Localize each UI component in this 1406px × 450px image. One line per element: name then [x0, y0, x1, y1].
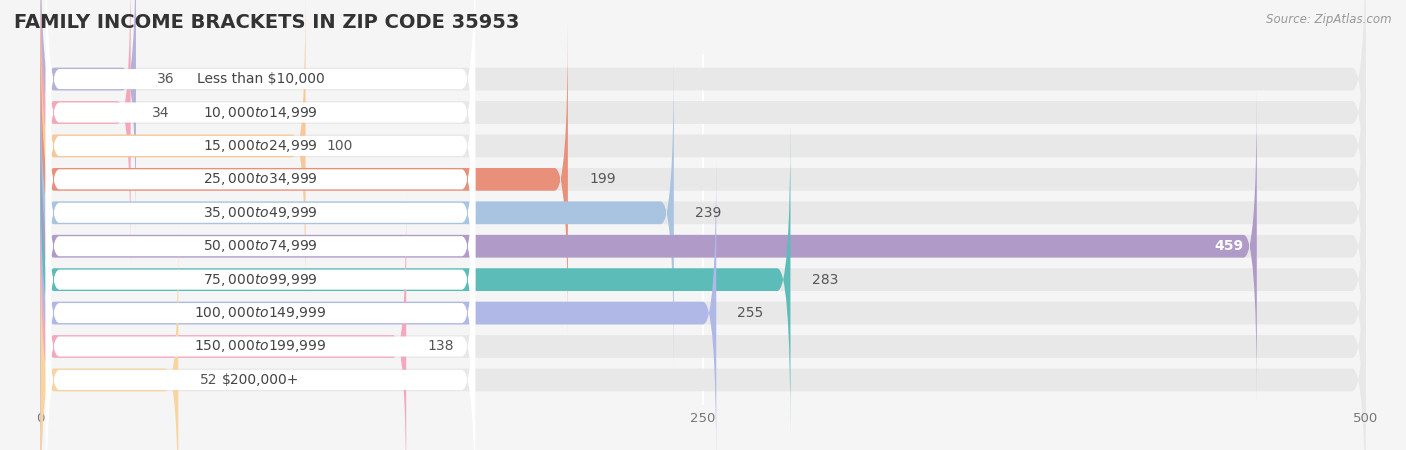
FancyBboxPatch shape	[46, 122, 475, 437]
Text: $75,000 to $99,999: $75,000 to $99,999	[202, 272, 318, 288]
FancyBboxPatch shape	[41, 158, 716, 450]
Text: 255: 255	[738, 306, 763, 320]
FancyBboxPatch shape	[41, 23, 568, 335]
FancyBboxPatch shape	[41, 158, 1365, 450]
FancyBboxPatch shape	[41, 124, 1365, 436]
FancyBboxPatch shape	[41, 0, 131, 268]
FancyBboxPatch shape	[41, 23, 1365, 335]
FancyBboxPatch shape	[46, 0, 475, 303]
Text: $15,000 to $24,999: $15,000 to $24,999	[202, 138, 318, 154]
Text: $200,000+: $200,000+	[222, 373, 299, 387]
Text: $25,000 to $34,999: $25,000 to $34,999	[202, 171, 318, 187]
FancyBboxPatch shape	[41, 191, 406, 450]
FancyBboxPatch shape	[46, 189, 475, 450]
Text: $50,000 to $74,999: $50,000 to $74,999	[202, 238, 318, 254]
Text: 52: 52	[200, 373, 217, 387]
Text: $150,000 to $199,999: $150,000 to $199,999	[194, 338, 326, 355]
FancyBboxPatch shape	[46, 0, 475, 270]
FancyBboxPatch shape	[46, 223, 475, 450]
Text: 34: 34	[152, 105, 169, 120]
FancyBboxPatch shape	[41, 191, 1365, 450]
Text: 283: 283	[811, 273, 838, 287]
FancyBboxPatch shape	[41, 0, 305, 302]
Text: $100,000 to $149,999: $100,000 to $149,999	[194, 305, 326, 321]
FancyBboxPatch shape	[41, 0, 136, 235]
FancyBboxPatch shape	[41, 0, 1365, 235]
Text: 36: 36	[157, 72, 174, 86]
FancyBboxPatch shape	[41, 57, 673, 369]
FancyBboxPatch shape	[46, 89, 475, 403]
FancyBboxPatch shape	[41, 224, 179, 450]
Text: 459: 459	[1215, 239, 1243, 253]
FancyBboxPatch shape	[46, 156, 475, 450]
Text: 100: 100	[326, 139, 353, 153]
Text: $10,000 to $14,999: $10,000 to $14,999	[202, 104, 318, 121]
FancyBboxPatch shape	[46, 56, 475, 370]
FancyBboxPatch shape	[46, 0, 475, 236]
Text: 138: 138	[427, 339, 454, 354]
Text: 199: 199	[589, 172, 616, 186]
Text: Source: ZipAtlas.com: Source: ZipAtlas.com	[1267, 14, 1392, 27]
FancyBboxPatch shape	[41, 124, 790, 436]
Text: Less than $10,000: Less than $10,000	[197, 72, 325, 86]
FancyBboxPatch shape	[41, 0, 1365, 302]
FancyBboxPatch shape	[46, 22, 475, 337]
FancyBboxPatch shape	[41, 57, 1365, 369]
Text: 239: 239	[695, 206, 721, 220]
FancyBboxPatch shape	[41, 90, 1365, 402]
Text: $35,000 to $49,999: $35,000 to $49,999	[202, 205, 318, 221]
FancyBboxPatch shape	[41, 0, 1365, 268]
FancyBboxPatch shape	[41, 224, 1365, 450]
FancyBboxPatch shape	[41, 90, 1257, 402]
Text: FAMILY INCOME BRACKETS IN ZIP CODE 35953: FAMILY INCOME BRACKETS IN ZIP CODE 35953	[14, 14, 519, 32]
